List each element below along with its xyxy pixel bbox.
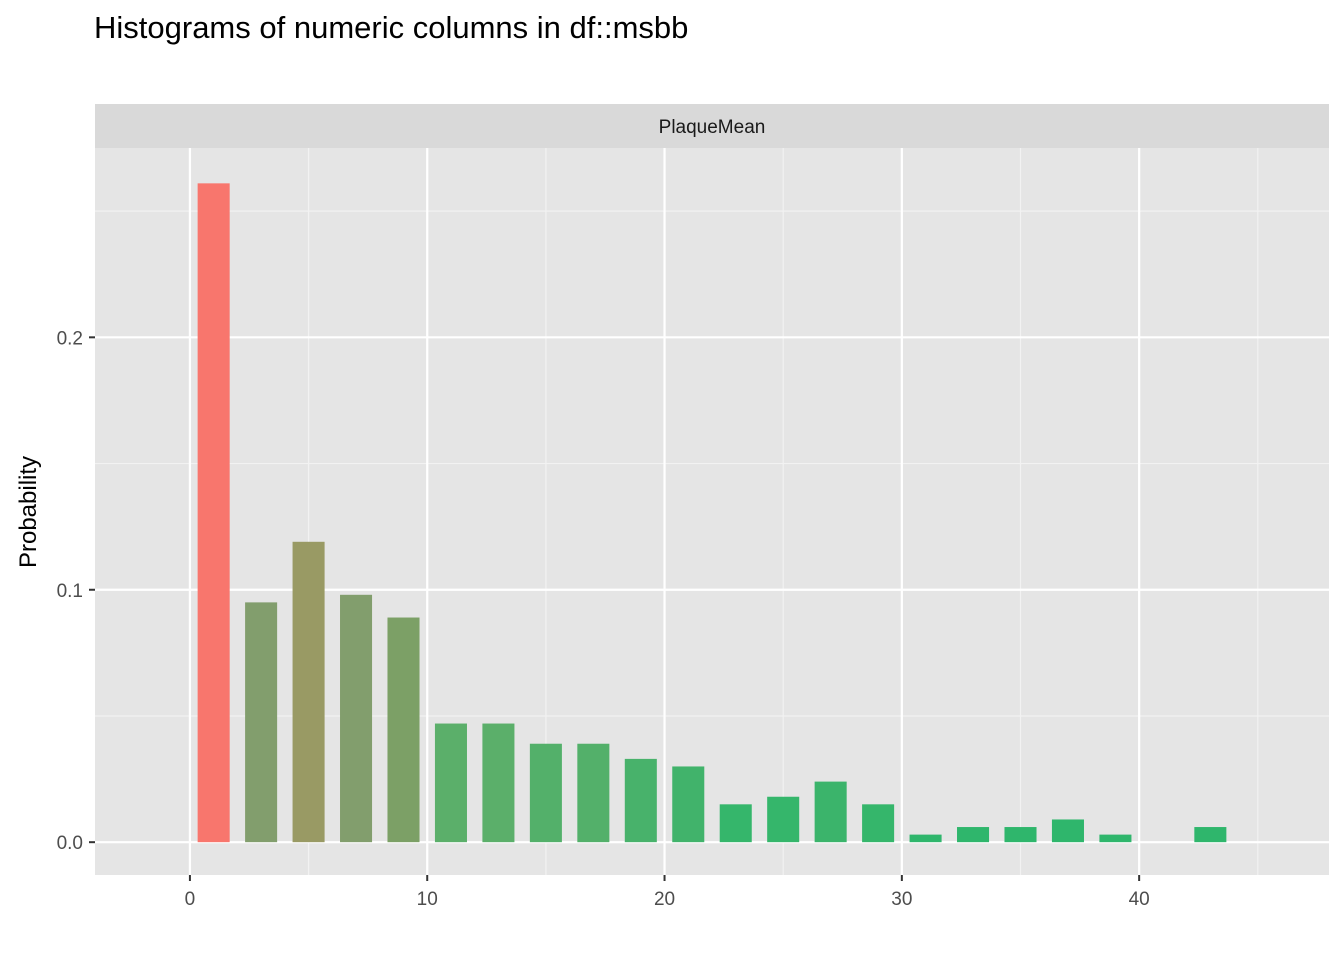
histogram-bar xyxy=(814,781,847,843)
x-tick-label: 40 xyxy=(1129,889,1150,910)
axes: 0 10 20 30 40 0.0 0.1 0.2 xyxy=(57,328,1150,910)
y-tick-label: 0.1 xyxy=(57,581,83,602)
histogram-bar xyxy=(1051,819,1084,843)
histogram-bar xyxy=(1004,827,1037,843)
histogram-bar xyxy=(245,602,278,843)
y-tick-label: 0.0 xyxy=(57,833,83,854)
facet-strip-label: PlaqueMean xyxy=(659,117,766,138)
histogram-bar xyxy=(197,183,230,843)
histogram-bar xyxy=(292,541,325,843)
bars xyxy=(197,183,1227,843)
histogram-bar xyxy=(672,766,705,843)
x-tick-label: 30 xyxy=(891,889,912,910)
histogram-bar xyxy=(719,804,752,843)
histogram-bar xyxy=(767,796,800,843)
facet-strip xyxy=(95,104,1329,148)
histogram-bar xyxy=(529,743,562,843)
x-tick-label: 10 xyxy=(417,889,438,910)
y-tick-label: 0.2 xyxy=(57,328,83,349)
histogram-bar xyxy=(1194,827,1227,843)
y-axis-title: Probability xyxy=(15,456,42,568)
x-tick-label: 0 xyxy=(185,889,196,910)
chart-title: Histograms of numeric columns in df::msb… xyxy=(94,10,689,45)
histogram-bar xyxy=(434,723,467,843)
plot-panel xyxy=(95,148,1329,875)
histogram-bar xyxy=(577,743,610,843)
histogram-bar xyxy=(1099,834,1132,843)
histogram-bar xyxy=(624,758,657,843)
histogram-bar xyxy=(862,804,895,843)
histogram-bar xyxy=(482,723,515,843)
x-tick-label: 20 xyxy=(654,889,675,910)
histogram-bar xyxy=(340,594,373,843)
histogram-bar xyxy=(957,827,990,843)
histogram-bar xyxy=(387,617,420,843)
histogram-bar xyxy=(909,834,942,843)
